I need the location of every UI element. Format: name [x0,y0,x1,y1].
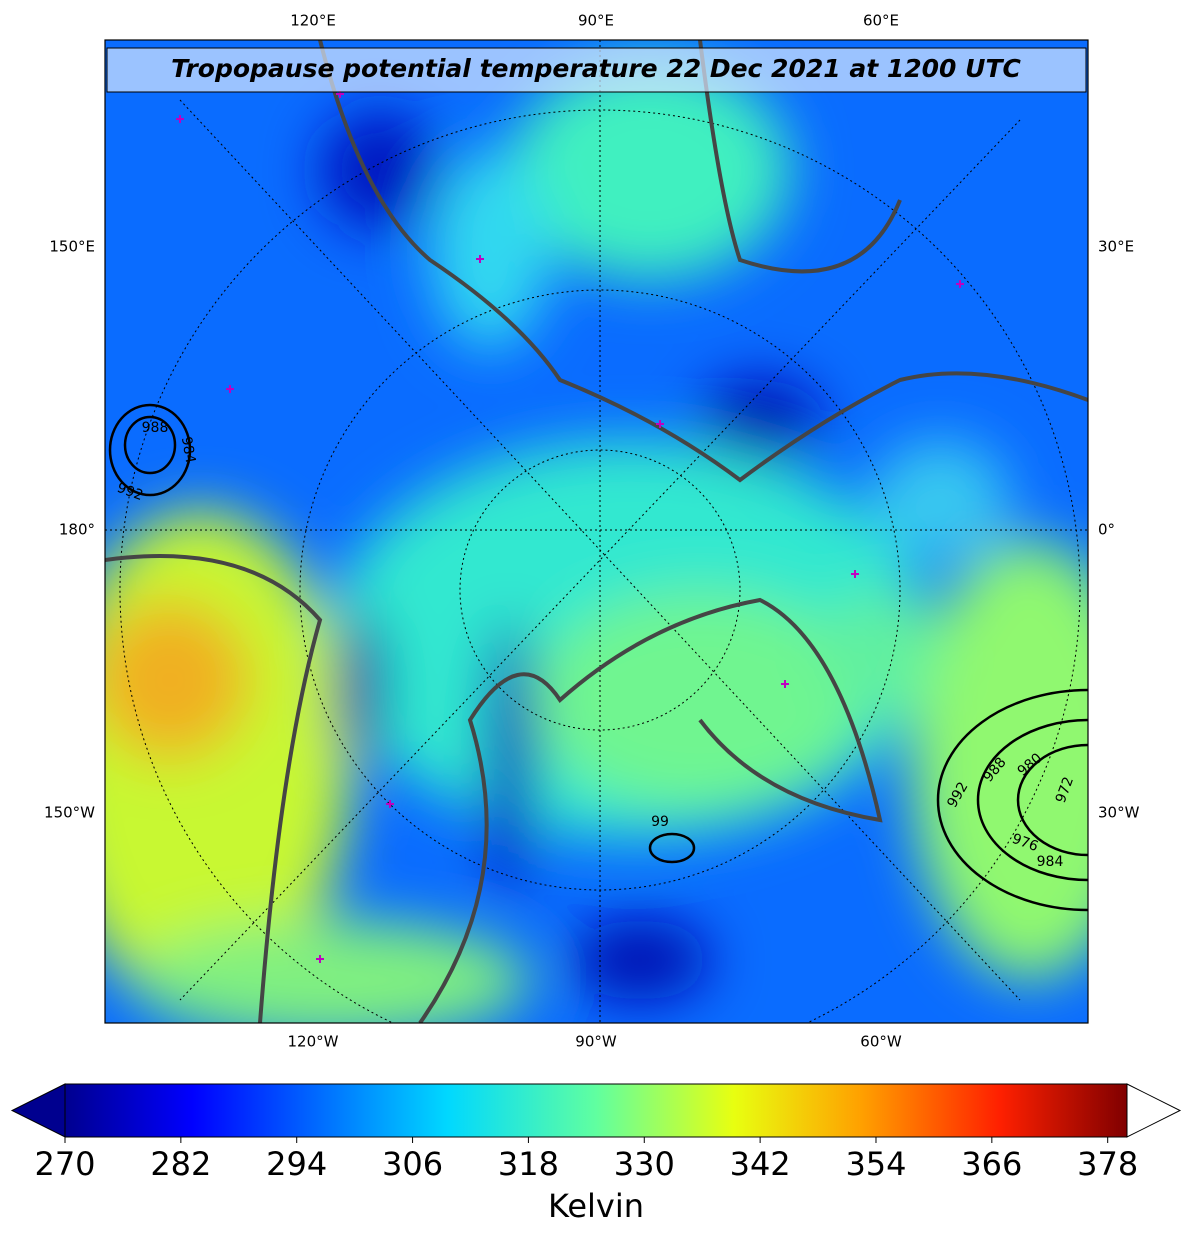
lon-label: 90°E [578,12,614,30]
lat-label: 150°W [44,804,95,822]
colorbar-tick-label: 378 [1077,1145,1138,1183]
colorbar-tick-label: 282 [150,1145,211,1183]
lat-label: 30°E [1098,238,1134,256]
title-box [106,47,1087,93]
lat-label: 30°W [1098,804,1140,822]
map-field [105,40,1088,1023]
lat-label: 150°E [49,238,95,256]
colorbar-tick-label: 294 [266,1145,327,1183]
colorbar-label: Kelvin [548,1187,644,1225]
map-title: Tropopause potential temperature 22 Dec … [171,54,1021,83]
pressure-label: 99 [651,814,669,830]
colorbar [65,1084,1127,1137]
colorbar-tick-label: 306 [382,1145,443,1183]
colorbar-tick-label: 330 [614,1145,675,1183]
pressure-label: 984 [178,435,198,464]
lat-label: 0° [1098,521,1115,539]
colorbar-tick-label: 342 [730,1145,791,1183]
lat-label: 180° [59,521,95,539]
lon-label: 60°W [860,1033,902,1051]
colorbar-extend-high [1126,1083,1182,1138]
pressure-label: 984 [1037,854,1064,870]
colorbar-tick-label: 354 [845,1145,906,1183]
lon-label: 120°W [288,1033,339,1051]
colorbar-tick-label: 366 [961,1145,1022,1183]
colorbar-tick-label: 270 [34,1145,95,1183]
pressure-label: 988 [142,420,169,436]
lon-label: 120°E [290,12,336,30]
lon-label: 60°E [863,12,899,30]
colorbar-frame [64,1083,1128,1138]
colorbar-tick-label: 318 [498,1145,559,1183]
lon-label: 90°W [575,1033,617,1051]
map-frame [104,39,1089,1024]
colorbar-extend-low [10,1083,66,1138]
